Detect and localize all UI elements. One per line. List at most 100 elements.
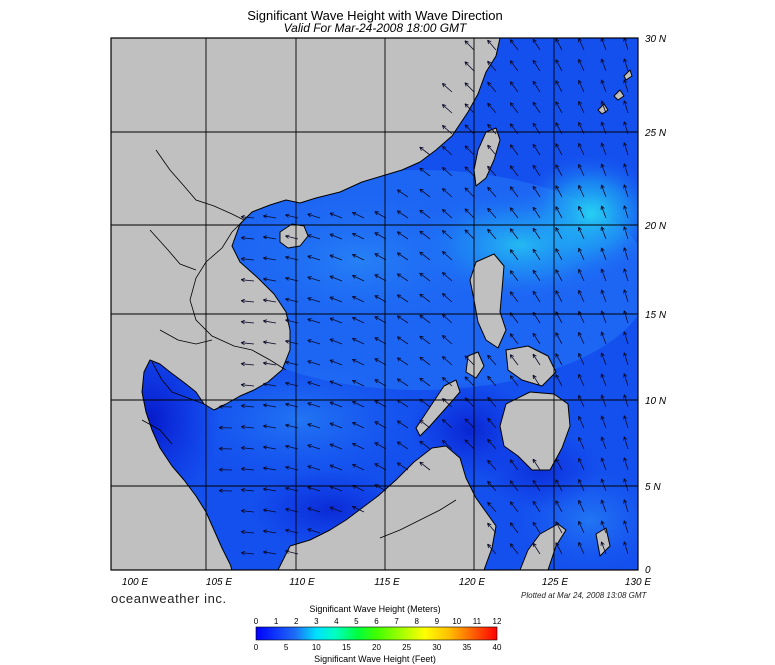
- wave-direction-arrow: [419, 251, 431, 261]
- wave-direction-arrow: [329, 296, 343, 303]
- wave-direction-arrow: [374, 337, 387, 345]
- wave-direction-arrow: [240, 445, 255, 451]
- wave-direction-arrow: [329, 401, 343, 408]
- wave-direction-arrow: [509, 39, 519, 51]
- wave-direction-arrow: [578, 247, 585, 261]
- wave-direction-arrow: [262, 382, 277, 387]
- lon-label: 130 E: [625, 577, 651, 588]
- wave-direction-arrow: [218, 488, 233, 493]
- wave-direction-arrow: [441, 335, 453, 345]
- wave-direction-arrow: [600, 142, 607, 156]
- wave-direction-arrow: [396, 231, 409, 240]
- wave-direction-arrow: [396, 294, 409, 303]
- wave-direction-arrow: [396, 210, 409, 219]
- wave-direction-arrow: [262, 445, 277, 450]
- wave-direction-arrow: [623, 373, 629, 387]
- wave-direction-arrow: [396, 273, 409, 282]
- wave-direction-arrow: [262, 424, 277, 429]
- wave-direction-arrow: [351, 275, 365, 282]
- wave-direction-arrow: [240, 361, 255, 367]
- wave-direction-arrow: [532, 248, 541, 261]
- wave-direction-arrow: [441, 356, 453, 366]
- colorbar-feet-title: Significant Wave Height (Feet): [314, 654, 436, 664]
- wave-direction-arrow: [532, 80, 541, 93]
- wave-direction-arrow: [555, 458, 563, 471]
- wave-direction-arrow: [532, 500, 541, 513]
- wave-direction-arrow: [464, 376, 475, 387]
- wave-direction-arrow: [307, 234, 321, 240]
- wave-direction-arrow: [419, 209, 431, 219]
- wave-direction-arrow: [600, 226, 607, 240]
- wave-direction-arrow: [578, 310, 585, 324]
- map-frame: [110, 37, 639, 571]
- map-title: Significant Wave Height with Wave Direct…: [247, 8, 503, 23]
- wave-direction-arrow: [240, 235, 255, 241]
- wave-direction-arrow: [487, 522, 497, 534]
- wave-direction-arrow: [555, 332, 563, 345]
- wave-direction-arrow: [578, 478, 585, 492]
- wave-direction-arrow: [240, 529, 255, 535]
- wave-direction-arrow: [509, 249, 519, 261]
- lat-label: 0: [645, 565, 651, 576]
- wave-direction-arrow: [464, 103, 475, 114]
- wave-direction-arrow: [329, 506, 343, 513]
- wave-direction-arrow: [329, 233, 343, 240]
- wave-direction-arrow: [329, 380, 343, 387]
- wave-direction-arrow: [240, 466, 255, 472]
- wave-direction-arrow: [623, 142, 629, 156]
- wave-direction-arrow: [487, 207, 497, 219]
- wave-direction-arrow: [623, 226, 629, 240]
- wave-direction-arrow: [307, 486, 321, 492]
- wave-direction-arrow: [623, 289, 629, 303]
- wave-direction-arrow: [623, 100, 629, 114]
- wave-direction-arrow: [396, 420, 409, 429]
- wave-direction-arrow: [419, 167, 431, 177]
- wave-direction-arrow: [600, 499, 607, 513]
- wave-direction-arrow: [487, 81, 497, 93]
- wave-direction-arrow: [532, 143, 541, 156]
- wave-direction-arrow: [441, 230, 453, 240]
- wave-direction-arrow: [532, 59, 541, 72]
- wave-direction-arrow: [240, 382, 255, 388]
- wave-direction-arrow: [329, 422, 343, 429]
- wave-direction-arrow: [578, 226, 585, 240]
- wave-direction-arrow: [307, 255, 321, 261]
- wave-direction-arrow: [218, 425, 233, 430]
- wave-direction-arrow: [600, 184, 607, 198]
- wave-direction-arrow: [262, 529, 277, 534]
- wave-direction-arrow: [374, 253, 387, 261]
- wave-direction-arrow: [623, 499, 629, 513]
- wave-direction-arrow: [578, 331, 585, 345]
- lon-label: 125 E: [542, 577, 568, 588]
- wave-direction-arrow: [487, 228, 497, 240]
- wave-direction-arrow: [218, 467, 233, 472]
- wave-direction-arrow: [600, 247, 607, 261]
- wave-direction-arrow: [509, 165, 519, 177]
- wave-direction-arrow: [329, 254, 343, 261]
- wave-direction-arrow: [464, 229, 475, 240]
- wave-direction-arrow: [329, 338, 343, 345]
- wave-direction-arrow: [329, 443, 343, 450]
- wave-direction-arrow: [623, 436, 629, 450]
- wave-direction-arrow: [307, 444, 321, 450]
- wave-direction-arrow: [464, 439, 475, 450]
- wave-direction-arrow: [487, 438, 497, 450]
- wave-direction-arrow: [578, 38, 585, 51]
- wave-direction-arrow: [487, 459, 497, 471]
- wave-direction-arrow: [307, 507, 321, 513]
- graticule: [111, 38, 638, 570]
- wave-direction-arrow: [532, 185, 541, 198]
- wave-direction-arrow: [419, 146, 431, 156]
- lon-label: 100 E: [122, 577, 148, 588]
- wave-direction-arrow: [578, 163, 585, 177]
- wave-direction-arrow: [509, 207, 519, 219]
- lat-label: 20 N: [644, 221, 667, 232]
- wave-direction-arrow: [555, 521, 563, 534]
- wave-direction-arrow: [600, 478, 607, 492]
- wave-direction-arrow: [419, 356, 431, 366]
- wave-direction-arrow: [351, 212, 365, 219]
- wave-direction-arrows: [218, 38, 629, 556]
- wave-direction-arrow: [441, 125, 453, 135]
- wave-direction-arrow: [555, 206, 563, 219]
- colorbar-meters-title: Significant Wave Height (Meters): [309, 604, 441, 614]
